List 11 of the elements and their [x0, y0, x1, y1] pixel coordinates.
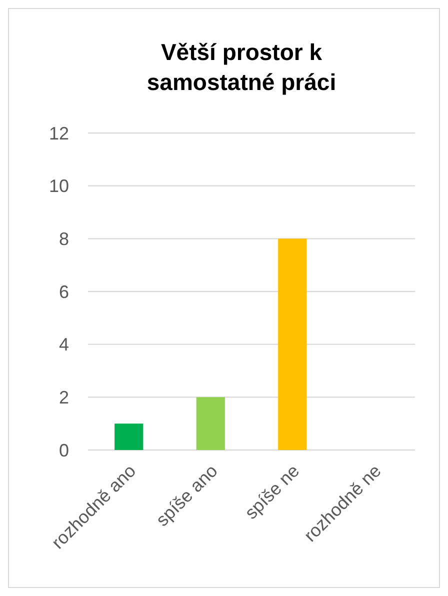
y-tick-label: 10 [48, 176, 69, 196]
y-tick-label: 4 [58, 334, 69, 355]
bar [114, 424, 144, 450]
chart-title: Větší prostor k samostatné práci [146, 39, 336, 95]
bar [196, 397, 225, 450]
bar [278, 238, 307, 450]
y-tick-label: 12 [48, 123, 69, 144]
y-tick-label: 0 [58, 440, 69, 460]
y-tick-label: 2 [58, 387, 69, 408]
y-tick-label: 8 [58, 228, 69, 249]
y-tick-label: 6 [58, 282, 69, 302]
